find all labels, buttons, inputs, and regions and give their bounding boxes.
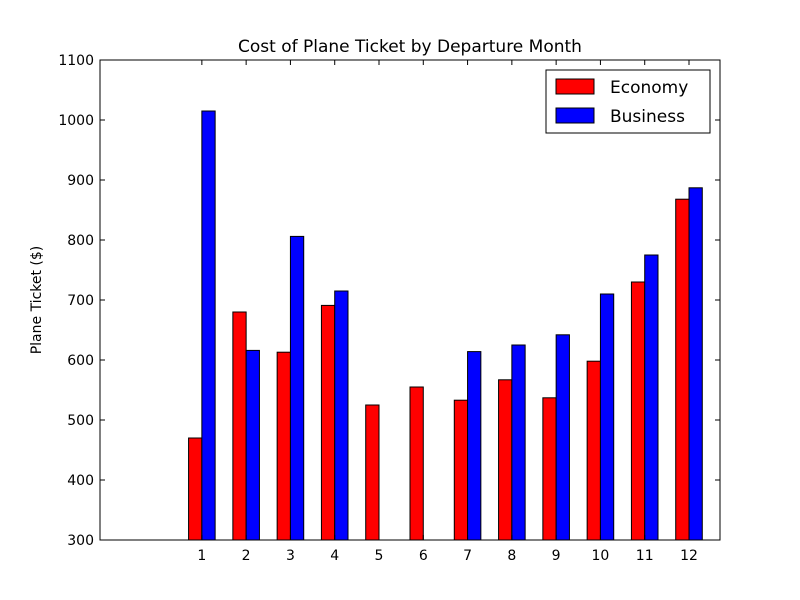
- bar-economy-11: [630, 281, 646, 541]
- y-axis-label: Plane Ticket ($): [29, 246, 45, 355]
- bar-business-11: [644, 254, 659, 541]
- legend-label-business: Business: [610, 107, 685, 127]
- y-tick-label: 300: [67, 533, 94, 549]
- legend-label-economy: Economy: [610, 78, 688, 98]
- bar-economy-5: [365, 404, 380, 541]
- y-tick-label: 700: [67, 293, 94, 309]
- bar-economy-2: [232, 311, 247, 541]
- bar-business-10: [599, 293, 615, 541]
- x-tick-label: 10: [592, 548, 610, 564]
- x-tick-label: 6: [419, 548, 428, 564]
- y-axis: 300 400 500 600 700 800 900 1000 1100: [58, 53, 720, 549]
- x-tick-label: 7: [463, 548, 472, 564]
- x-tick-label: 5: [375, 548, 384, 564]
- bar-business-9: [555, 334, 570, 541]
- bar-business-1: [201, 110, 216, 541]
- bar-economy-8: [498, 379, 513, 541]
- x-tick-label: 1: [197, 548, 206, 564]
- y-tick-label: 400: [67, 473, 94, 489]
- bar-economy-9: [542, 397, 557, 541]
- x-tick-label: 4: [330, 548, 339, 564]
- y-tick-label: 900: [67, 173, 94, 189]
- y-tick-label: 1100: [58, 53, 94, 69]
- bar-business-4: [334, 290, 349, 541]
- x-tick-label: 2: [242, 548, 251, 564]
- legend-swatch-business: [555, 107, 595, 124]
- bar-economy-4: [320, 304, 336, 541]
- bar-economy-3: [276, 351, 291, 541]
- bar-business-12: [688, 187, 703, 541]
- bars-layer: [188, 110, 703, 541]
- y-tick-label: 800: [67, 233, 94, 249]
- y-tick-label: 500: [67, 413, 94, 429]
- bar-business-3: [289, 235, 305, 541]
- y-tick-label: 600: [67, 353, 94, 369]
- x-tick-label: 3: [286, 548, 295, 564]
- bar-economy-1: [188, 437, 203, 541]
- bar-business-8: [511, 344, 526, 541]
- bar-economy-6: [409, 386, 424, 541]
- bar-business-2: [245, 349, 260, 541]
- x-tick-label: 9: [552, 548, 561, 564]
- x-tick-label: 8: [507, 548, 516, 564]
- chart-title: Cost of Plane Ticket by Departure Month: [238, 37, 582, 57]
- legend: Economy Business: [545, 69, 711, 134]
- bar-economy-10: [586, 360, 601, 541]
- y-tick-label: 1000: [58, 113, 94, 129]
- bar-economy-7: [453, 399, 469, 541]
- x-tick-label: 11: [636, 548, 654, 564]
- legend-swatch-economy: [555, 78, 595, 95]
- x-axis: 1 2 3 4 5 6 7 8 9 10 11 12: [197, 60, 698, 564]
- bar-economy-12: [675, 198, 690, 541]
- x-tick-label: 12: [680, 548, 698, 564]
- bar-business-7: [467, 351, 482, 541]
- plot-area-frame: [99, 59, 721, 541]
